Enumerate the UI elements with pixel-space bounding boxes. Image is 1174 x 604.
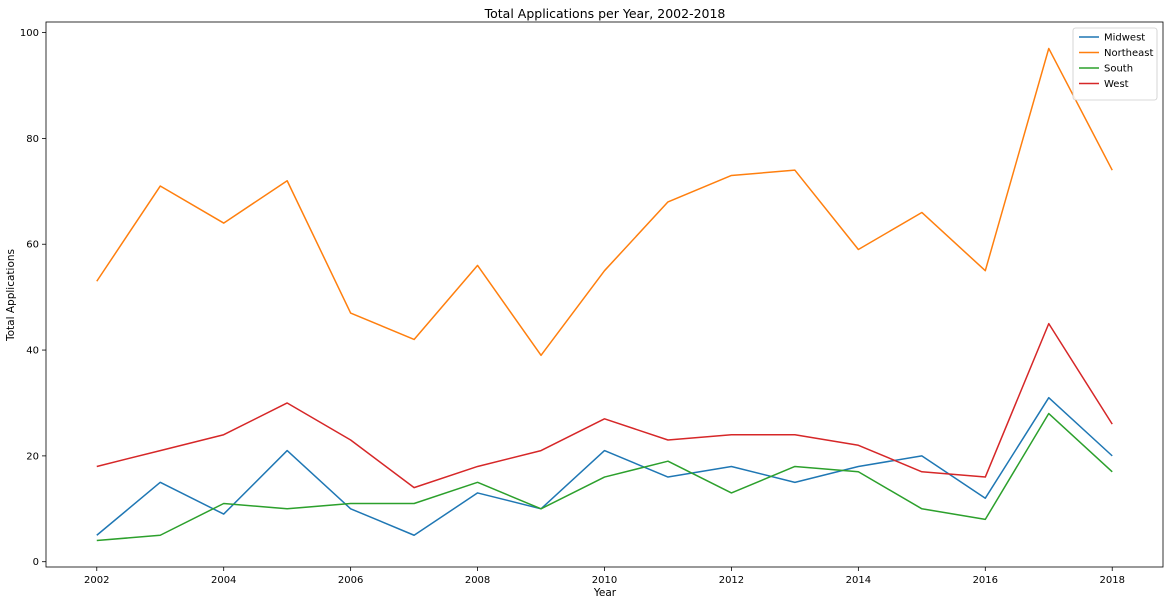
x-axis: 2002 2004 2006 2008 2010 2012 2014 2016 2018 (84, 567, 1125, 586)
plot-area (45, 21, 1164, 568)
x-tick-label: 2002 (84, 575, 109, 586)
legend-entry-northeast: Northeast (1104, 48, 1153, 59)
x-tick-label: 2010 (592, 575, 617, 586)
y-tick-label: 0 (33, 557, 39, 568)
legend: Midwest Northeast South West (1072, 27, 1158, 101)
y-tick-label: 40 (26, 346, 39, 357)
y-tick-label: 60 (26, 240, 39, 251)
x-tick-label: 2014 (846, 575, 871, 586)
chart-title: Total Applications per Year, 2002-2018 (484, 6, 726, 21)
x-axis-label: Year (593, 587, 617, 599)
x-tick-label: 2012 (719, 575, 744, 586)
series-line-midwest (96, 396, 1113, 536)
series-line-west (96, 322, 1113, 489)
y-axis-label: Total Applications (5, 249, 17, 342)
legend-box (1072, 27, 1158, 101)
series-lines (96, 47, 1113, 542)
x-tick-label: 2016 (973, 575, 998, 586)
y-tick-label: 80 (26, 134, 39, 145)
y-axis: 0 20 40 60 80 100 (20, 28, 46, 568)
x-tick-label: 2004 (211, 575, 236, 586)
legend-entry-south: South (1104, 64, 1133, 75)
series-line-northeast (96, 47, 1113, 357)
legend-entry-west: West (1104, 79, 1129, 90)
legend-entry-midwest: Midwest (1104, 33, 1145, 44)
x-tick-label: 2006 (338, 575, 363, 586)
x-tick-label: 2008 (465, 575, 490, 586)
series-line-south (96, 412, 1113, 542)
y-tick-label: 20 (26, 451, 39, 462)
x-tick-label: 2018 (1100, 575, 1125, 586)
y-tick-label: 100 (20, 28, 39, 39)
